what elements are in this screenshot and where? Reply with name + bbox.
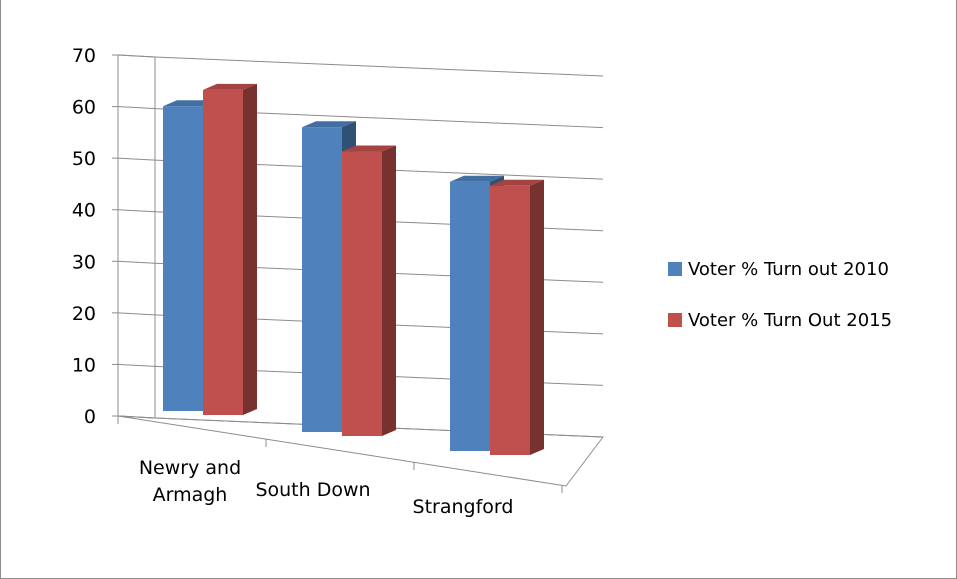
y-tick-label: 10 <box>72 354 96 376</box>
y-tick-label: 70 <box>72 45 96 67</box>
side-gridline-50 <box>117 157 156 161</box>
bar-front <box>203 89 243 416</box>
side-gridline-20 <box>117 312 156 316</box>
bar-front <box>302 127 342 432</box>
category-label: Armagh <box>153 484 228 506</box>
bar-top <box>490 179 544 186</box>
bar-front <box>490 185 530 455</box>
y-tick-label: 20 <box>72 303 96 325</box>
category-label: Newry and <box>139 457 241 479</box>
gridline-70 <box>154 56 604 77</box>
bar-side <box>382 145 396 437</box>
bar-top <box>302 121 356 128</box>
category-label: Strangford <box>413 496 514 518</box>
legend: Voter % Turn out 2010 Voter % Turn Out 2… <box>668 257 892 359</box>
side-wall <box>117 54 156 419</box>
side-gridline-70 <box>117 54 156 58</box>
legend-swatch-2015 <box>668 313 682 327</box>
y-tick-label: 0 <box>84 406 96 428</box>
bar-front <box>342 151 382 437</box>
side-gridline-60 <box>117 106 156 110</box>
category-label: South Down <box>255 479 370 501</box>
floor <box>117 415 604 487</box>
y-tick-label: 60 <box>72 97 96 119</box>
legend-label-2010: Voter % Turn out 2010 <box>688 258 889 280</box>
legend-item-2010: Voter % Turn out 2010 <box>668 257 892 281</box>
plot-area: 0 10 20 30 40 50 60 70 Newry and Armagh South Down… <box>72 45 604 518</box>
legend-item-2015: Voter % Turn Out 2015 <box>668 308 892 332</box>
y-tick-label: 40 <box>72 200 96 222</box>
bar-top <box>203 83 257 90</box>
side-gridline-10 <box>117 363 156 367</box>
legend-label-2015: Voter % Turn Out 2015 <box>688 309 893 331</box>
bar-side <box>243 83 257 416</box>
series-1 <box>203 83 544 455</box>
y-tick-label: 30 <box>72 251 96 273</box>
legend-swatch-2010 <box>668 262 682 276</box>
side-gridline-40 <box>117 209 156 213</box>
bar-side <box>530 179 544 455</box>
bar-front <box>163 106 203 411</box>
bar-top <box>342 145 396 152</box>
bar-top <box>450 175 504 182</box>
side-gridline-30 <box>117 260 156 264</box>
y-tick-label: 50 <box>72 148 96 170</box>
bar-front <box>450 181 490 451</box>
